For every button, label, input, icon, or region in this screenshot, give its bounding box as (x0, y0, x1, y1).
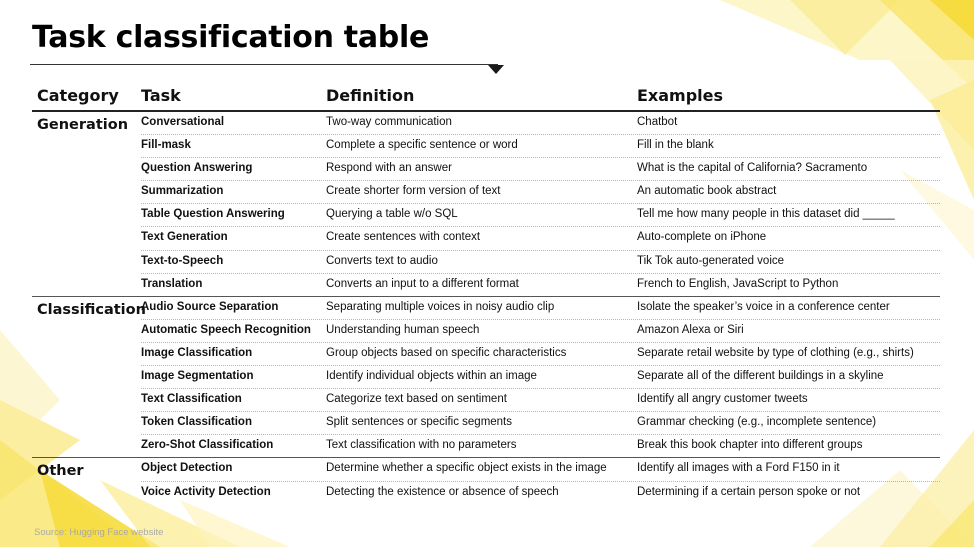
example-cell: Fill in the blank (637, 139, 714, 152)
table-row: Text Classification Categorize text based… (141, 389, 940, 413)
example-cell: Tik Tok auto-generated voice (637, 254, 785, 267)
table-row: Zero-Shot Classification Text classificat… (141, 435, 940, 457)
page-title: Task classification table (32, 20, 429, 55)
group-generation: Generation Conversational Two-way communi… (32, 112, 940, 296)
task-cell: Image Classification (141, 346, 253, 359)
task-cell: Object Detection (141, 462, 233, 475)
definition-cell: Two-way communication (326, 116, 452, 128)
example-cell: Chatbot (637, 116, 678, 128)
example-cell: Tell me how many people in this dataset … (637, 208, 895, 221)
task-cell: Table Question Answering (141, 208, 285, 221)
task-cell: Text Generation (141, 231, 228, 244)
task-cell: Text-to-Speech (141, 254, 224, 267)
example-cell: Grammar checking (e.g., incomplete sente… (637, 416, 877, 429)
task-table: Category Task Definition Examples Genera… (32, 84, 940, 504)
task-cell: Zero-Shot Classification (141, 439, 274, 452)
definition-cell: Create sentences with context (326, 231, 481, 244)
table-row: Summarization Create shorter form version… (141, 181, 940, 205)
header-task: Task (141, 86, 181, 105)
definition-cell: Understanding human speech (326, 323, 480, 336)
table-row: Translation Converts an input to a differ… (141, 274, 940, 296)
example-cell: Separate retail website by type of cloth… (637, 346, 914, 359)
task-cell: Translation (141, 277, 203, 290)
header-category: Category (37, 86, 119, 105)
definition-cell: Split sentences or specific segments (326, 416, 513, 429)
example-cell: An automatic book abstract (637, 185, 777, 198)
table-row: Image Segmentation Identify individual ob… (141, 366, 940, 390)
caret-down-icon (488, 65, 504, 74)
definition-cell: Complete a specific sentence or word (326, 139, 518, 152)
category-label: Classification (37, 301, 146, 318)
example-cell: Isolate the speaker’s voice in a confere… (637, 300, 890, 313)
table-row: Voice Activity Detection Detecting the ex… (141, 482, 940, 504)
task-cell: Image Segmentation (141, 370, 254, 383)
table-row: Text Generation Create sentences with con… (141, 227, 940, 251)
example-cell: Amazon Alexa or Siri (637, 323, 744, 336)
top-right-triangles (720, 0, 974, 260)
definition-cell: Respond with an answer (326, 162, 452, 175)
table-row: Table Question Answering Querying a table… (141, 204, 940, 228)
example-cell: Break this book chapter into different g… (637, 439, 863, 452)
definition-cell: Separating multiple voices in noisy audi… (326, 300, 555, 313)
category-label: Other (37, 463, 84, 480)
definition-cell: Converts an input to a different format (326, 277, 519, 290)
definition-cell: Text classification with no parameters (326, 439, 517, 452)
group-classification: Classification Audio Source Separation Se… (32, 295, 940, 458)
bottom-left-triangles (0, 330, 290, 547)
header-examples: Examples (637, 86, 724, 105)
title-divider (30, 64, 498, 65)
example-cell: Identify all images with a Ford F150 in … (637, 462, 840, 475)
task-cell: Text Classification (141, 393, 242, 406)
table-row: Token Classification Split sentences or s… (141, 412, 940, 436)
definition-cell: Querying a table w/o SQL (326, 208, 458, 221)
task-cell: Audio Source Separation (141, 300, 279, 313)
table-header: Category Task Definition Examples (32, 84, 940, 112)
task-cell: Question Answering (141, 162, 253, 175)
table-row: Image Classification Group objects based … (141, 343, 940, 367)
bottom-right-triangles (810, 430, 974, 547)
header-definition: Definition (326, 86, 415, 105)
example-cell: French to English, JavaScript to Python (637, 277, 839, 290)
example-cell: Auto-complete on iPhone (637, 231, 767, 244)
source-note: Source: Hugging Face website (34, 527, 164, 538)
definition-cell: Converts text to audio (326, 254, 438, 267)
table-row: Automatic Speech Recognition Understandin… (141, 320, 940, 343)
definition-cell: Categorize text based on sentiment (326, 393, 507, 406)
table-row: Fill-mask Complete a specific sentence or… (141, 135, 940, 159)
definition-cell: Create shorter form version of text (326, 185, 501, 198)
task-cell: Fill-mask (141, 139, 191, 152)
definition-cell: Identify individual objects within an im… (326, 370, 537, 383)
example-cell: What is the capital of California? Sacra… (637, 162, 868, 175)
table-row: Conversational Two-way communication Chatb… (141, 112, 940, 136)
definition-cell: Detecting the existence or absence of sp… (326, 485, 559, 498)
table-row: Audio Source Separation Separating multip… (141, 297, 940, 320)
group-other: Other Object Detection Determine whether … (32, 457, 940, 503)
example-cell: Separate all of the different buildings … (637, 370, 884, 383)
example-cell: Determining if a certain person spoke or… (637, 485, 861, 498)
definition-cell: Determine whether a specific object exis… (326, 462, 607, 475)
category-label: Generation (37, 117, 129, 133)
example-cell: Identify all angry customer tweets (637, 393, 808, 406)
task-cell: Conversational (141, 116, 225, 128)
table-row: Object Detection Determine whether a spec… (141, 458, 940, 482)
table-row: Question Answering Respond with an answer… (141, 158, 940, 182)
task-cell: Voice Activity Detection (141, 485, 271, 498)
definition-cell: Group objects based on specific characte… (326, 346, 567, 359)
task-cell: Token Classification (141, 416, 252, 429)
table-row: Text-to-Speech Converts text to audio Tik … (141, 251, 940, 274)
task-cell: Automatic Speech Recognition (141, 323, 311, 336)
task-cell: Summarization (141, 185, 224, 198)
